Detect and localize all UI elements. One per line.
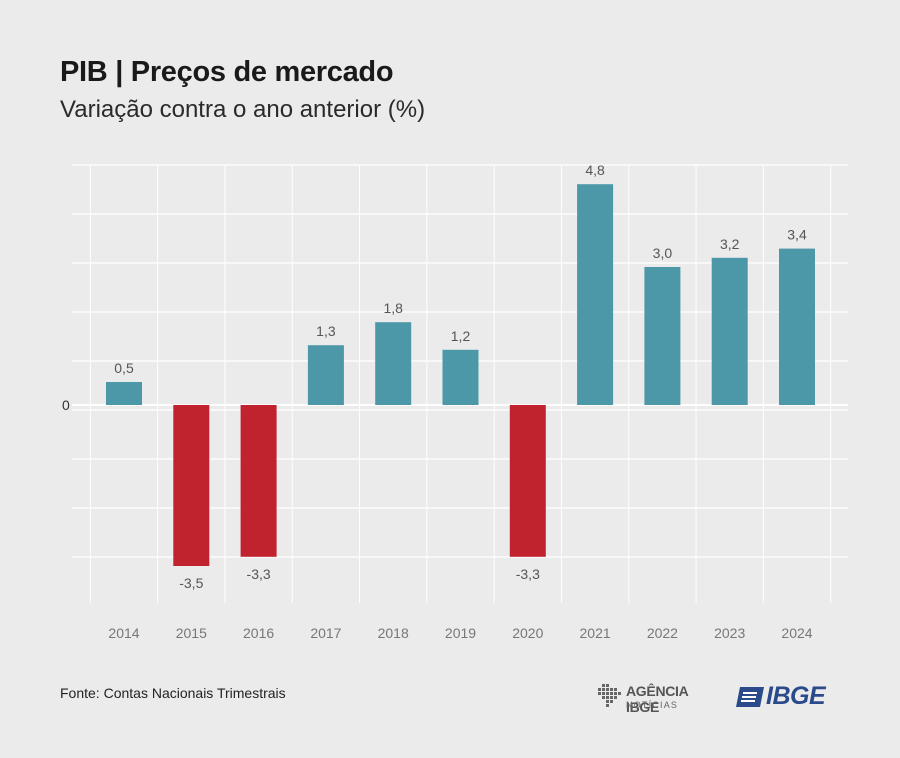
x-tick-label-2020: 2020 <box>512 625 543 641</box>
value-label-2017: 1,3 <box>316 323 336 339</box>
ibge-emblem-icon <box>736 687 764 707</box>
x-tick-label-2015: 2015 <box>176 625 207 641</box>
bar-2022 <box>644 267 681 405</box>
value-label-2018: 1,8 <box>383 300 403 316</box>
x-tick-label-2024: 2024 <box>781 625 812 641</box>
x-tick-label-2022: 2022 <box>647 625 678 641</box>
agencia-name: AGÊNCIA IBGE <box>626 683 688 715</box>
ibge-logo: IBGE <box>734 681 854 715</box>
bar-2021 <box>577 184 614 405</box>
bar-2016 <box>240 405 277 557</box>
chart-title: PIB | Preços de mercado <box>60 56 394 88</box>
x-tick-label-2014: 2014 <box>108 625 139 641</box>
value-label-2022: 3,0 <box>653 245 673 261</box>
agencia-sub: NOTÍCIAS <box>626 700 679 710</box>
x-tick-label-2016: 2016 <box>243 625 274 641</box>
value-label-2015: -3,5 <box>179 575 203 591</box>
x-tick-label-2018: 2018 <box>378 625 409 641</box>
x-tick-label-2019: 2019 <box>445 625 476 641</box>
y-tick-label: 0 <box>62 397 70 413</box>
ibge-name: IBGE <box>766 682 826 710</box>
value-label-2016: -3,3 <box>247 566 271 582</box>
bar-2023 <box>711 257 748 405</box>
value-label-2014: 0,5 <box>114 360 134 376</box>
agencia-ibge-logo: AGÊNCIA IBGE NOTÍCIAS <box>596 681 721 715</box>
bar-2018 <box>375 322 412 405</box>
chart-subtitle: Variação contra o ano anterior (%) <box>60 96 426 123</box>
bar-2017 <box>307 345 344 405</box>
x-tick-label-2023: 2023 <box>714 625 745 641</box>
bar-2015 <box>173 405 210 566</box>
bar-2019 <box>442 349 479 405</box>
x-tick-label-2021: 2021 <box>580 625 611 641</box>
value-label-2021: 4,8 <box>585 162 605 178</box>
x-tick-label-2017: 2017 <box>310 625 341 641</box>
bar-2014 <box>106 382 142 405</box>
value-label-2019: 1,2 <box>451 328 471 344</box>
brazil-map-icon <box>598 684 621 707</box>
bar-2020 <box>509 405 546 557</box>
value-label-2023: 3,2 <box>720 236 740 252</box>
value-label-2024: 3,4 <box>787 227 807 243</box>
value-label-2020: -3,3 <box>516 566 540 582</box>
bar-2024 <box>779 248 815 405</box>
source-note: Fonte: Contas Nacionais Trimestrais <box>60 685 286 701</box>
